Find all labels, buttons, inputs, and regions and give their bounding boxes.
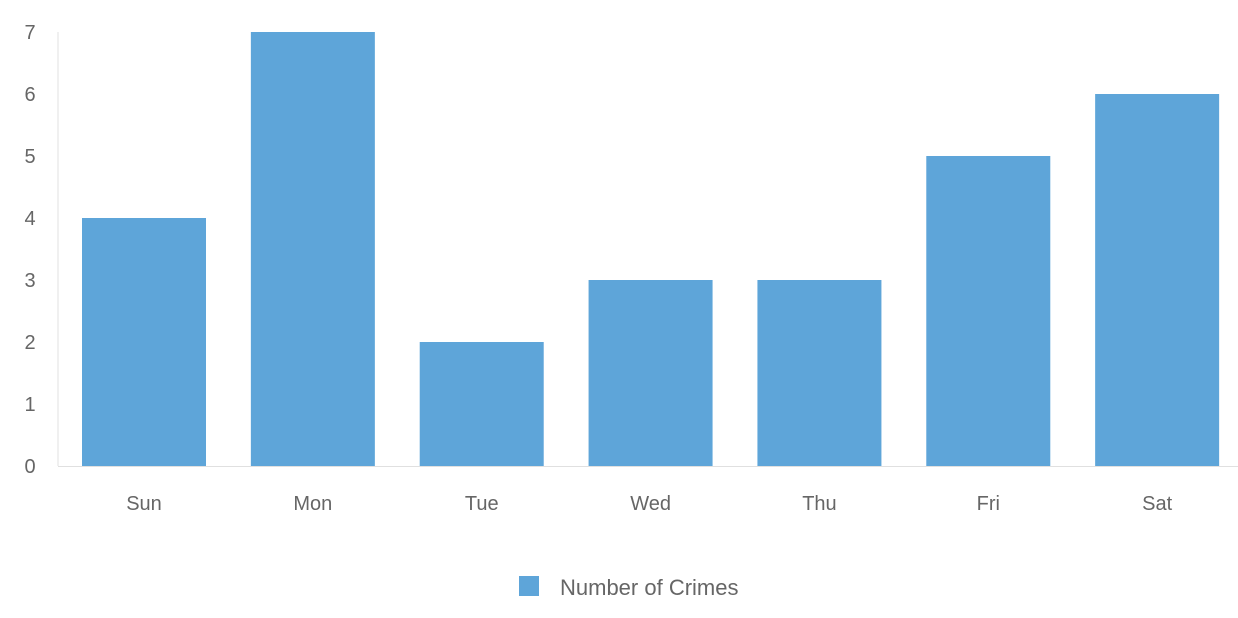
- bar-tue[interactable]: [419, 342, 544, 466]
- bars-group: [82, 32, 1220, 466]
- y-tick-label: 7: [24, 22, 35, 44]
- bar-sat[interactable]: [1095, 94, 1220, 466]
- bar-sun[interactable]: [82, 218, 206, 466]
- bar-wed[interactable]: [588, 280, 713, 466]
- bar-fri[interactable]: [926, 156, 1051, 466]
- x-tick-label-sun: Sun: [126, 493, 162, 515]
- x-tick-label-fri: Fri: [977, 493, 1000, 515]
- legend: Number of Crimes: [519, 575, 738, 600]
- y-tick-label: 2: [24, 332, 35, 354]
- legend-label-number-of-crimes: Number of Crimes: [560, 575, 738, 600]
- y-tick-label: 4: [24, 208, 35, 230]
- x-tick-label-thu: Thu: [802, 493, 836, 515]
- x-tick-label-tue: Tue: [465, 493, 499, 515]
- y-tick-label: 1: [24, 394, 35, 416]
- x-tick-label-mon: Mon: [293, 493, 332, 515]
- y-tick-label: 5: [24, 146, 35, 168]
- x-axis-ticks: Sun Mon Tue Wed Thu Fri Sat: [126, 493, 1172, 515]
- y-axis-ticks: 0 1 2 3 4 5 6 7: [24, 22, 35, 478]
- y-tick-label: 6: [24, 84, 35, 106]
- bar-thu[interactable]: [757, 280, 882, 466]
- y-tick-label: 3: [24, 270, 35, 292]
- bar-mon[interactable]: [250, 32, 375, 466]
- legend-swatch-number-of-crimes: [519, 576, 539, 596]
- x-tick-label-sat: Sat: [1142, 493, 1172, 515]
- y-tick-label: 0: [24, 456, 35, 478]
- x-tick-label-wed: Wed: [630, 493, 671, 515]
